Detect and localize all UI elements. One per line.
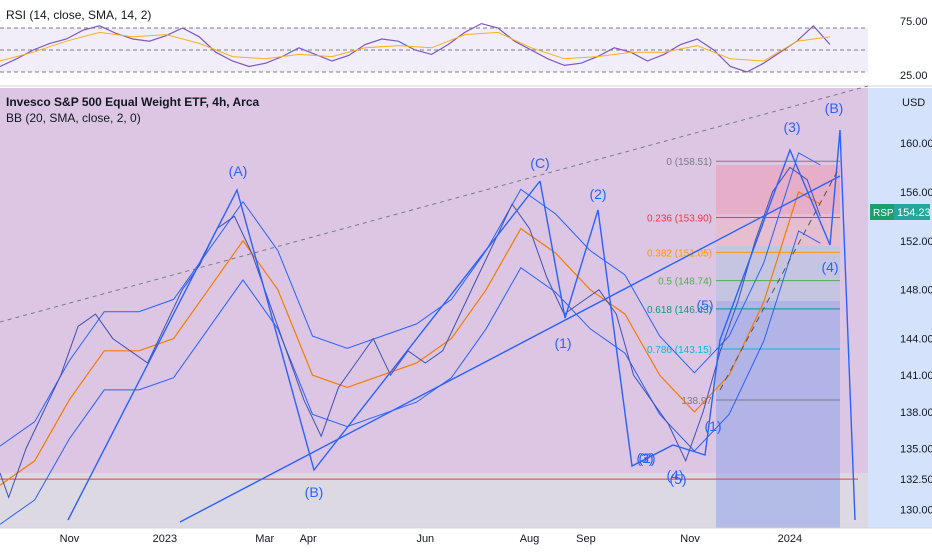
price-badge-text: 154.23: [897, 207, 931, 219]
wave-label-4: (2): [589, 186, 606, 202]
price-tick-label-7: 135.00: [900, 444, 932, 456]
wave-label-0: (A): [229, 163, 248, 179]
wave-label-13: (B): [825, 100, 844, 116]
symbol-badge-bg: [870, 204, 894, 220]
fib-label-6: 138.97: [681, 396, 712, 407]
bb-basis: [0, 191, 821, 486]
fib-label-5: 0.786 (143.15): [647, 345, 712, 356]
fib-box-lower: [716, 301, 840, 528]
wave-label-3: (1): [554, 335, 571, 351]
wave-abc-polyline[interactable]: [67, 180, 541, 521]
wave-label-5: (3): [636, 450, 653, 466]
dash-projection[interactable]: [719, 169, 839, 391]
wave-label-10: (3): [783, 119, 800, 135]
rsi-series-sma: [0, 31, 831, 62]
wave-label-1: (B): [305, 484, 324, 500]
rsi-panel: RSI (14, close, SMA, 14, 2) 75.00 25.00: [0, 8, 928, 82]
time-tick-label-5: Aug: [520, 533, 540, 545]
wave-label-12: (5): [669, 471, 686, 487]
wave-label-9: (2): [638, 450, 655, 466]
time-tick-label-1: 2023: [153, 533, 177, 545]
fib-box-red: [716, 165, 840, 214]
right-zone: [868, 88, 932, 528]
time-tick-label-3: Apr: [300, 533, 317, 545]
rsi-tick-25: 25.00: [900, 70, 928, 82]
channel-line-upper[interactable]: [0, 85, 869, 323]
last-price-badge: RSP 154.23: [870, 204, 931, 220]
price-tick-label-8: 132.50: [900, 474, 932, 486]
bb-upper-band: [0, 152, 821, 447]
price-tick-label-3: 148.00: [900, 285, 932, 297]
time-tick-label-2: Mar: [255, 533, 274, 545]
price-tick-label-1: 156.00: [900, 187, 932, 199]
price-background: [0, 88, 932, 528]
bb-title: BB (20, SMA, close, 2, 0): [6, 111, 141, 125]
price-badge-bg: [894, 204, 930, 220]
price-tick-label-2: 152.00: [900, 236, 932, 248]
price-tick-label-0: 160.00: [900, 138, 932, 150]
price-tick-label-4: 144.00: [900, 334, 932, 346]
wave-12345-polyline[interactable]: [539, 129, 856, 521]
elliott-wave-drawing[interactable]: [0, 85, 869, 523]
channel-line-lower[interactable]: [179, 175, 841, 523]
symbol-badge-text: RSP: [873, 208, 894, 219]
time-tick-label-6: Sep: [576, 533, 596, 545]
price-title: Invesco S&P 500 Equal Weight ETF, 4h, Ar…: [6, 95, 260, 109]
fib-label-1: 0.236 (153.90): [647, 214, 712, 225]
fib-levels: 0 (158.51) 0.236 (153.90) 0.382 (151.05) 0.…: [647, 157, 840, 407]
time-tick-label-7: Nov: [680, 533, 700, 545]
rsi-title: RSI (14, close, SMA, 14, 2): [6, 8, 151, 22]
time-tick-label-4: Jun: [416, 533, 434, 545]
wave-label-6: (4): [666, 467, 683, 483]
wave-labels: (A)(B)(C)(1)(2)(3)(4)(5)(1)(2)(3)(4)(5)(…: [229, 100, 844, 500]
wave-label-2: (C): [530, 155, 549, 171]
time-tick-label-8: 2024: [778, 533, 802, 545]
wave-label-7: (5): [696, 297, 713, 313]
time-axis[interactable]: Nov 2023 Mar Apr Jun Aug Sep Nov 2024: [60, 533, 802, 545]
price-axis[interactable]: 160.00 156.00 152.00 148.00 144.00 141.00 138.…: [900, 138, 932, 517]
fib-label-3: 0.5 (148.74): [658, 277, 712, 288]
currency-label: USD: [902, 97, 925, 109]
rsi-tick-75: 75.00: [900, 16, 928, 28]
price-tick-label-9: 130.00: [900, 505, 932, 517]
rsi-lines: [0, 22, 831, 73]
fib-label-2: 0.382 (151.05): [647, 248, 712, 259]
price-tick-label-5: 141.00: [900, 370, 932, 382]
fib-label-4: 0.618 (146.43): [647, 305, 712, 316]
wave-label-11: (4): [821, 259, 838, 275]
rsi-series-rsi: [0, 22, 831, 73]
price-tick-label-6: 138.00: [900, 407, 932, 419]
fib-label-0: 0 (158.51): [666, 157, 712, 168]
time-tick-label-0: Nov: [60, 533, 80, 545]
wave-label-8: (1): [704, 418, 721, 434]
